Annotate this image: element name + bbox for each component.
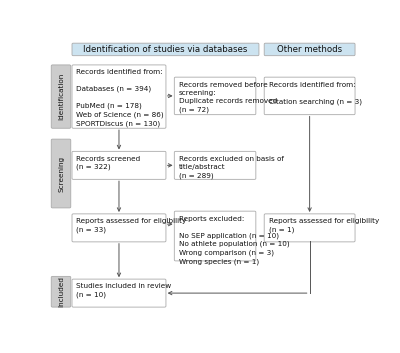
FancyBboxPatch shape: [264, 214, 355, 242]
Text: Other methods: Other methods: [277, 45, 342, 54]
FancyBboxPatch shape: [174, 77, 256, 115]
Text: Studies included in review
(n = 10): Studies included in review (n = 10): [76, 283, 172, 298]
FancyBboxPatch shape: [264, 77, 355, 115]
FancyBboxPatch shape: [51, 65, 71, 128]
Text: Records identified from:

Citation searching (n = 3): Records identified from: Citation search…: [268, 82, 362, 104]
Text: Screening: Screening: [58, 155, 64, 192]
FancyBboxPatch shape: [51, 276, 71, 307]
Text: Identification of studies via databases: Identification of studies via databases: [83, 45, 248, 54]
Text: Reports excluded:

No SEP application (n = 10)
No athlete population (n = 10)
Wr: Reports excluded: No SEP application (n …: [179, 215, 289, 265]
FancyBboxPatch shape: [72, 279, 166, 307]
Text: Records removed before
screening:
Duplicate records removed
(n = 72): Records removed before screening: Duplic…: [179, 82, 277, 113]
Text: Records identified from:

Databases (n = 394)

PubMed (n = 178)
Web of Science (: Records identified from: Databases (n = …: [76, 69, 164, 127]
FancyBboxPatch shape: [72, 214, 166, 242]
FancyBboxPatch shape: [72, 151, 166, 179]
FancyBboxPatch shape: [72, 43, 259, 56]
FancyBboxPatch shape: [174, 211, 256, 261]
Text: Records excluded on basis of
title/abstract
(n = 289): Records excluded on basis of title/abstr…: [179, 156, 284, 179]
FancyBboxPatch shape: [72, 65, 166, 128]
Text: Records screened
(n = 322): Records screened (n = 322): [76, 156, 141, 170]
Text: Identification: Identification: [58, 73, 64, 120]
Text: Reports assessed for eligibility
(n = 33): Reports assessed for eligibility (n = 33…: [76, 218, 186, 233]
FancyBboxPatch shape: [51, 139, 71, 208]
Text: Included: Included: [58, 276, 64, 307]
FancyBboxPatch shape: [174, 151, 256, 179]
Text: Reports assessed for eligibility
(n = 1): Reports assessed for eligibility (n = 1): [268, 218, 379, 233]
FancyBboxPatch shape: [264, 43, 355, 56]
